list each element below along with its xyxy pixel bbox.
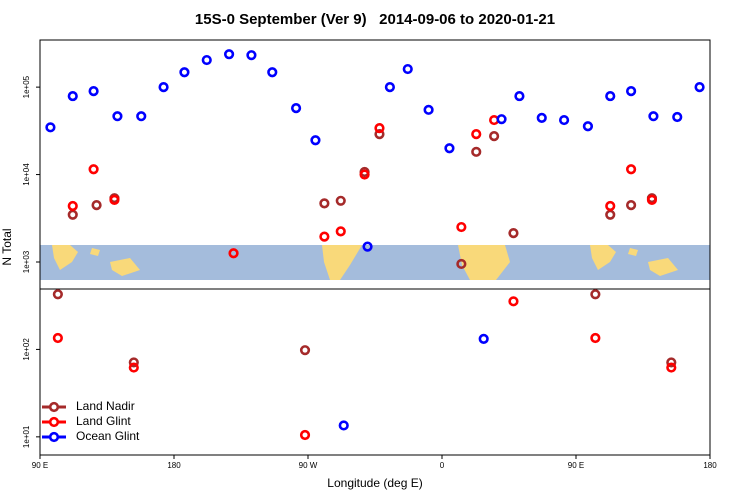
point <box>128 357 139 368</box>
point <box>536 112 547 123</box>
x-tick-label: 180 <box>703 461 717 470</box>
point <box>299 345 311 356</box>
point <box>112 111 123 122</box>
point <box>590 332 601 344</box>
legend-label: Land Glint <box>76 414 131 428</box>
point <box>128 362 139 373</box>
point <box>456 221 467 233</box>
y-tick-label: 1e+04 <box>22 163 31 186</box>
point <box>88 86 99 97</box>
point <box>67 200 78 212</box>
point <box>223 49 235 60</box>
point <box>508 296 519 307</box>
point <box>666 357 677 368</box>
point <box>402 63 413 75</box>
point <box>444 143 455 154</box>
x-tick-label: 180 <box>167 461 181 470</box>
point <box>478 333 489 344</box>
x-tick-label: 0 <box>440 461 445 470</box>
point <box>508 228 519 239</box>
y-tick-label: 1e+03 <box>22 250 31 273</box>
point <box>374 122 385 134</box>
point <box>319 198 330 209</box>
point <box>625 200 637 211</box>
point <box>605 200 616 212</box>
x-tick-label: 90 W <box>299 461 318 470</box>
point <box>496 114 507 125</box>
point <box>648 111 659 122</box>
legend-marker <box>48 431 60 443</box>
point <box>91 200 102 211</box>
point <box>246 50 257 61</box>
point <box>514 90 525 102</box>
point <box>310 135 321 146</box>
point <box>45 122 56 133</box>
point <box>359 169 370 180</box>
point <box>179 67 190 78</box>
point <box>335 195 346 206</box>
point <box>109 194 120 206</box>
chart-title: 15S-0 September (Ver 9) 2014-09-06 to 20… <box>195 11 555 28</box>
point <box>582 121 594 132</box>
point <box>646 194 658 206</box>
point <box>228 248 239 259</box>
point <box>666 362 677 373</box>
point <box>338 420 349 431</box>
y-axis-label: N Total <box>0 228 14 265</box>
legend-label: Land Nadir <box>76 399 135 413</box>
point <box>362 241 373 252</box>
point <box>290 103 302 114</box>
point <box>384 82 395 93</box>
point <box>88 164 99 175</box>
point <box>558 114 570 126</box>
point <box>625 164 637 175</box>
y-tick-label: 1e+01 <box>22 425 31 448</box>
point <box>67 209 78 220</box>
y-tick-label: 1e+02 <box>22 338 31 361</box>
y-tick-label: 1e+05 <box>22 75 31 98</box>
point <box>605 90 616 102</box>
point <box>489 131 500 142</box>
point <box>590 289 601 300</box>
point <box>605 209 616 220</box>
x-axis-label: Longitude (deg E) <box>327 476 422 490</box>
point <box>694 82 705 93</box>
point <box>335 226 346 237</box>
point <box>456 258 467 270</box>
point <box>471 129 482 140</box>
point <box>299 429 311 441</box>
legend-marker <box>48 401 60 413</box>
point <box>672 111 683 123</box>
map-strip <box>40 245 710 280</box>
x-tick-label: 90 E <box>568 461 584 470</box>
plot-frame <box>39 39 711 456</box>
point <box>319 231 330 242</box>
point <box>423 104 434 115</box>
point <box>67 90 78 102</box>
point <box>625 86 637 97</box>
legend-label: Ocean Glint <box>76 429 140 443</box>
point <box>201 54 212 66</box>
point <box>267 67 278 78</box>
point <box>52 289 63 300</box>
point <box>52 332 63 344</box>
point <box>471 146 482 157</box>
point <box>158 82 169 93</box>
legend-marker <box>48 416 60 428</box>
x-tick-label: 90 E <box>32 461 48 470</box>
point <box>374 129 385 140</box>
point <box>136 111 147 122</box>
